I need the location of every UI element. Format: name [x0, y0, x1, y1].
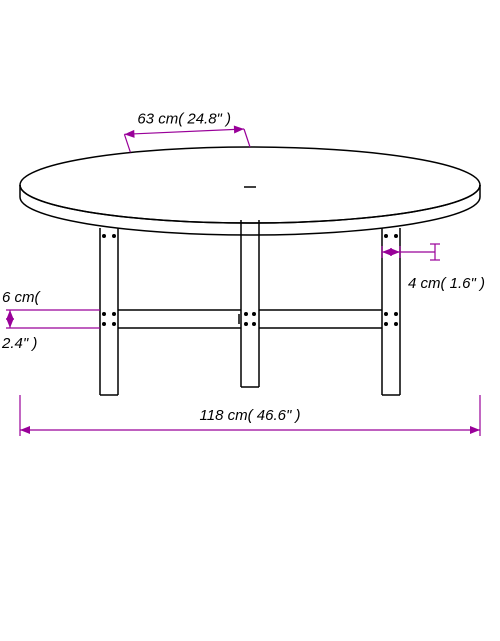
dim-crossbar-label-1: 6 cm( — [2, 289, 42, 306]
dim-leg-thickness-label: 4 cm( 1.6" ) — [408, 275, 485, 292]
table-drawing — [20, 147, 480, 395]
dim-width-label: 118 cm( 46.6" ) — [200, 407, 301, 424]
dim-crossbar-label-2: 2.4" ) — [1, 335, 37, 352]
dim-depth-label: 63 cm( 24.8" ) — [137, 111, 231, 128]
